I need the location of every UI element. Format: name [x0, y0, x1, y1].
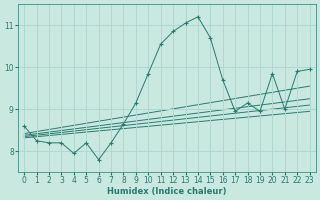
X-axis label: Humidex (Indice chaleur): Humidex (Indice chaleur) — [107, 187, 227, 196]
